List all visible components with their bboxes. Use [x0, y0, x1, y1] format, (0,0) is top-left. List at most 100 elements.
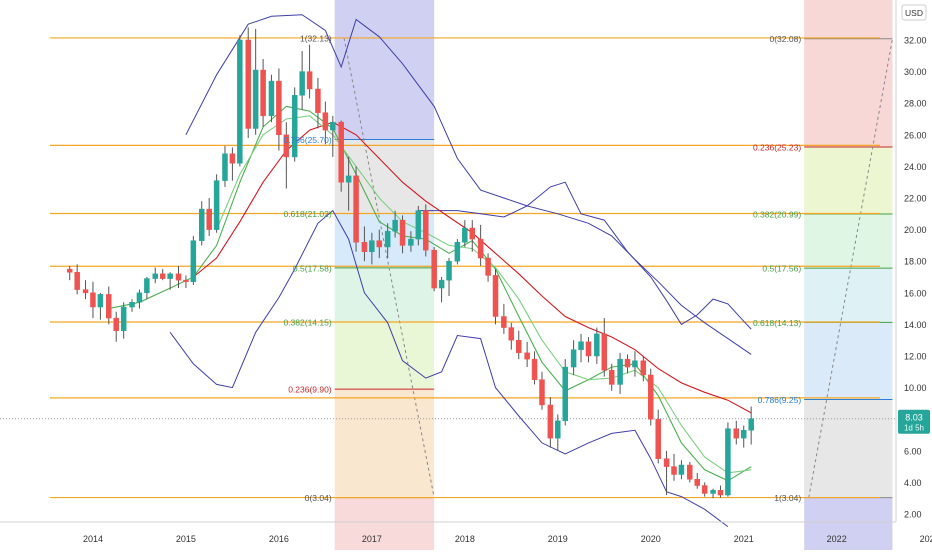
candle-body[interactable] — [687, 464, 693, 480]
candle-body[interactable] — [252, 69, 259, 129]
candle-body[interactable] — [120, 306, 127, 331]
candle-body[interactable] — [66, 268, 73, 273]
candle-body[interactable] — [524, 352, 530, 360]
candle-body[interactable] — [648, 374, 654, 420]
candle-body[interactable] — [213, 180, 220, 230]
candle-body[interactable] — [392, 219, 398, 232]
candle-body[interactable] — [492, 275, 499, 317]
bollinger-upper-line — [185, 14, 752, 330]
last-price-countdown: 1d 5h — [904, 424, 924, 433]
candle-body[interactable] — [106, 294, 112, 319]
candle-body[interactable] — [608, 369, 615, 385]
candle-body[interactable] — [423, 210, 429, 251]
candle-body[interactable] — [462, 227, 468, 243]
candle-body[interactable] — [578, 341, 584, 350]
candle-body[interactable] — [740, 430, 747, 439]
candle-body[interactable] — [283, 134, 290, 158]
candle-body[interactable] — [260, 69, 266, 117]
candle-body[interactable] — [570, 349, 577, 368]
candle-body[interactable] — [624, 358, 631, 368]
candle-body[interactable] — [508, 327, 515, 341]
candle-body[interactable] — [345, 175, 352, 183]
candle-body[interactable] — [113, 317, 119, 331]
candle-body[interactable] — [547, 404, 554, 439]
candle-body[interactable] — [136, 292, 143, 303]
candle-body[interactable] — [701, 485, 708, 494]
candle-body[interactable] — [183, 279, 189, 282]
candles[interactable] — [66, 27, 754, 499]
candle-body[interactable] — [399, 219, 406, 246]
candle-body[interactable] — [748, 418, 754, 431]
candle-body[interactable] — [415, 210, 422, 240]
candle-body[interactable] — [322, 112, 329, 131]
candle-body[interactable] — [97, 294, 104, 308]
candle-body[interactable] — [562, 366, 568, 422]
candle-body[interactable] — [361, 241, 368, 252]
candle-body[interactable] — [90, 292, 96, 308]
fib-level-label: 0.5(17.58) — [293, 263, 332, 273]
candle-body[interactable] — [74, 272, 80, 290]
candle-body[interactable] — [469, 227, 476, 240]
candle-body[interactable] — [501, 316, 507, 328]
candle-body[interactable] — [601, 333, 608, 371]
candle-body[interactable] — [159, 273, 166, 279]
candle-body[interactable] — [655, 418, 661, 459]
candle-body[interactable] — [585, 341, 592, 357]
candle-body[interactable] — [167, 273, 173, 279]
candle-body[interactable] — [694, 478, 700, 486]
candle-body[interactable] — [516, 339, 522, 354]
candle-body[interactable] — [144, 278, 150, 294]
candle-body[interactable] — [129, 302, 135, 308]
candle-body[interactable] — [446, 260, 452, 281]
candle-body[interactable] — [663, 458, 670, 467]
candle-body[interactable] — [632, 360, 638, 368]
candle-body[interactable] — [82, 289, 89, 294]
candle-body[interactable] — [539, 379, 545, 406]
candle-body[interactable] — [152, 273, 159, 279]
candle-body[interactable] — [369, 240, 375, 252]
candle-body[interactable] — [640, 360, 647, 376]
candle-body[interactable] — [710, 490, 716, 494]
candle-body[interactable] — [330, 121, 336, 131]
candle-body[interactable] — [594, 333, 600, 357]
currency-button[interactable] — [901, 4, 927, 21]
candle-body[interactable] — [485, 257, 491, 276]
candle-body[interactable] — [299, 71, 305, 96]
currency-button-label[interactable]: USD — [905, 8, 923, 18]
candle-body[interactable] — [222, 153, 228, 181]
candle-body[interactable] — [617, 358, 623, 385]
candle-body[interactable] — [477, 238, 484, 259]
candle-body[interactable] — [268, 80, 275, 117]
candle-body[interactable] — [454, 241, 461, 262]
candle-body[interactable] — [353, 175, 359, 243]
candle-body[interactable] — [245, 39, 251, 129]
candle-body[interactable] — [431, 249, 437, 289]
candle-body[interactable] — [276, 80, 282, 136]
candle-body[interactable] — [717, 490, 724, 496]
candle-body[interactable] — [338, 121, 344, 183]
candle-body[interactable] — [408, 238, 414, 246]
candle-body[interactable] — [175, 273, 182, 281]
candle-body[interactable] — [190, 240, 197, 282]
candle-body[interactable] — [291, 95, 298, 158]
candle-body[interactable] — [376, 240, 383, 248]
candle-body[interactable] — [531, 358, 538, 380]
y-tick-label: 24.00 — [904, 162, 927, 172]
candle-body[interactable] — [671, 466, 677, 475]
candle-body[interactable] — [198, 208, 205, 241]
candle-body[interactable] — [384, 230, 391, 248]
candle-body[interactable] — [725, 428, 731, 496]
candle-body[interactable] — [206, 208, 212, 230]
candle-body[interactable] — [306, 71, 313, 90]
candle-body[interactable] — [438, 279, 445, 289]
candle-body[interactable] — [315, 88, 321, 113]
y-tick-label: 20.00 — [904, 225, 927, 235]
candle-body[interactable] — [733, 428, 740, 439]
candle-body[interactable] — [678, 464, 685, 475]
candle-body[interactable] — [237, 39, 243, 164]
candle-body[interactable] — [229, 153, 236, 164]
candle-body[interactable] — [555, 420, 561, 439]
